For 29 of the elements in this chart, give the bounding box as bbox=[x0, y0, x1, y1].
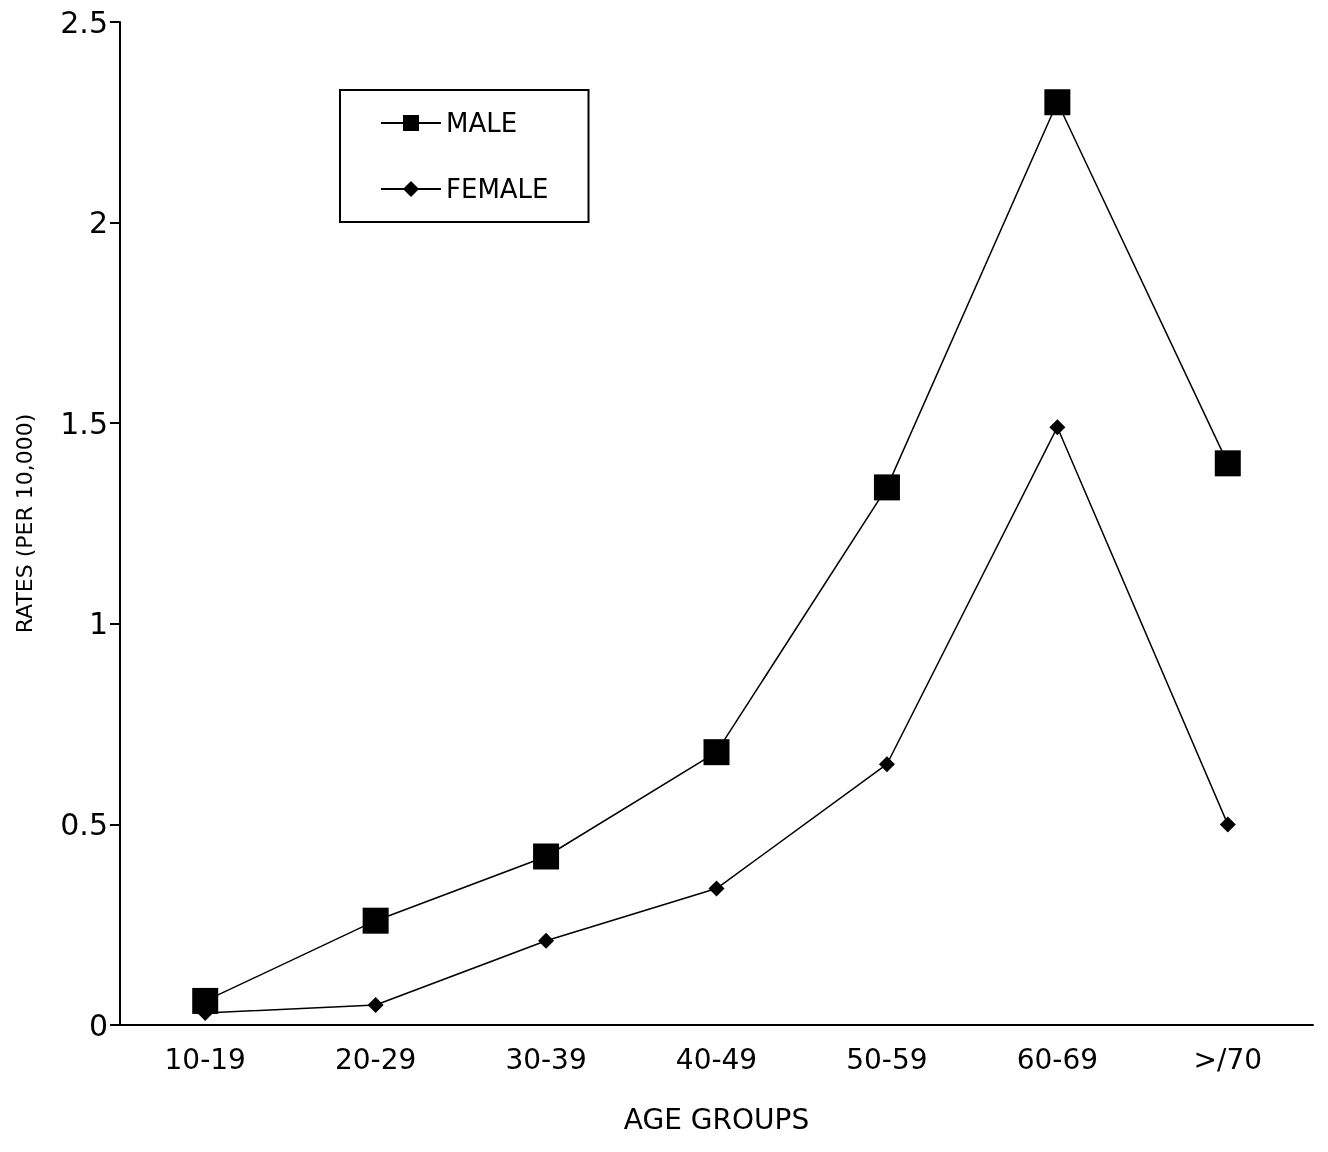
y-axis-title: RATES (PER 10,000) bbox=[11, 413, 37, 634]
point bbox=[1214, 450, 1241, 477]
x-axis-title: AGE GROUPS bbox=[623, 1102, 810, 1136]
y-tick-label: 1.5 bbox=[60, 405, 108, 441]
point bbox=[533, 843, 560, 870]
point bbox=[1044, 89, 1071, 116]
y-tick-label: 0 bbox=[88, 1007, 108, 1043]
x-tick-label: 50-59 bbox=[846, 1042, 928, 1076]
point bbox=[873, 474, 900, 501]
point bbox=[362, 907, 389, 934]
x-tick-label: 10-19 bbox=[164, 1042, 246, 1076]
x-tick-label: 40-49 bbox=[675, 1042, 758, 1076]
y-tick-label: 2 bbox=[88, 205, 108, 241]
point bbox=[367, 996, 384, 1013]
x-tick-label: 20-29 bbox=[334, 1042, 417, 1076]
x-tick-label: 30-39 bbox=[505, 1042, 587, 1076]
legend-label: FEMALE bbox=[446, 174, 549, 204]
y-tick-label: 1 bbox=[88, 606, 108, 642]
x-tick-label: 60-69 bbox=[1016, 1042, 1099, 1076]
legend-label: MALE bbox=[446, 108, 518, 138]
y-tick-label: 0.5 bbox=[60, 806, 108, 842]
x-tick-label: >/70 bbox=[1193, 1042, 1263, 1076]
point bbox=[1219, 816, 1236, 833]
point bbox=[538, 932, 555, 949]
y-tick-label: 2.5 bbox=[60, 4, 108, 40]
point bbox=[1049, 419, 1066, 436]
point bbox=[878, 756, 895, 773]
point bbox=[708, 880, 725, 897]
point bbox=[703, 739, 730, 766]
